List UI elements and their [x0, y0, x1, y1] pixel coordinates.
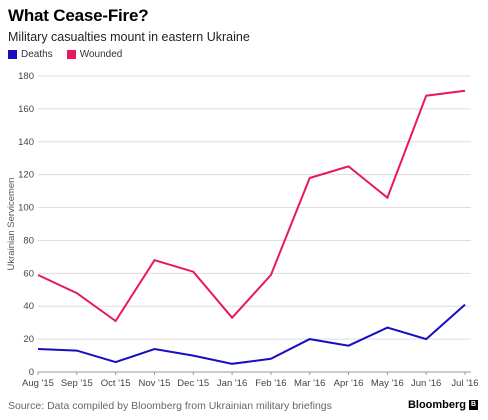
- y-tick-label: 20: [23, 334, 34, 345]
- y-tick-label: 180: [18, 71, 34, 82]
- logo-text: Bloomberg: [407, 399, 466, 411]
- y-tick-label: 160: [18, 104, 34, 115]
- x-tick-label: Feb '16: [255, 378, 286, 389]
- legend-label-deaths: Deaths: [21, 49, 53, 60]
- bloomberg-logo: Bloomberg B: [408, 399, 478, 411]
- legend-item-deaths: Deaths: [8, 49, 53, 60]
- y-axis-ticks: 0 20 40 60 80 100 120 140 160 180: [18, 71, 34, 378]
- gridlines: [38, 75, 471, 373]
- x-tick-label: Apr '16: [334, 378, 364, 389]
- y-tick-label: 80: [23, 235, 34, 246]
- x-tick-label: May '16: [371, 378, 404, 389]
- line-chart: 0 20 40 60 80 100 120 140 160 180 Aug '15 Sep '15 O…: [6, 71, 479, 389]
- legend-swatch-wounded: [66, 50, 76, 59]
- y-axis-label: Ukrainian Servicemen: [6, 178, 17, 271]
- y-tick-label: 140: [18, 137, 34, 148]
- x-tick-label: Mar '16: [294, 378, 325, 389]
- x-tick-label: Jun '16: [411, 378, 441, 389]
- x-tick-label: Aug '15: [22, 378, 54, 389]
- logo-mark: B: [469, 400, 478, 410]
- legend-swatch-deaths: [8, 50, 17, 59]
- series-line-wounded: [37, 89, 466, 323]
- y-tick-label: 100: [18, 203, 34, 214]
- x-tick-label: Jul '16: [451, 378, 478, 389]
- legend: Deaths Wounded: [8, 49, 122, 60]
- x-axis-ticks: Aug '15 Sep '15 Oct '15 Nov '15 Dec '15 Jan '…: [22, 372, 479, 389]
- series-lines: [37, 89, 466, 365]
- legend-item-wounded: Wounded: [66, 49, 123, 60]
- y-tick-label: 40: [23, 301, 34, 312]
- y-tick-label: 0: [29, 367, 34, 378]
- series-line-deaths: [37, 303, 466, 365]
- source-note: Source: Data compiled by Bloomberg from …: [8, 400, 332, 412]
- chart-subtitle: Military casualties mount in eastern Ukr…: [8, 30, 250, 44]
- x-tick-label: Nov '15: [138, 378, 170, 389]
- legend-label-wounded: Wounded: [79, 49, 123, 60]
- y-tick-label: 60: [23, 268, 34, 279]
- x-tick-label: Sep '15: [61, 378, 93, 389]
- x-tick-label: Oct '15: [101, 378, 131, 389]
- y-tick-label: 120: [18, 170, 34, 181]
- chart-title: What Cease-Fire?: [8, 6, 149, 25]
- x-tick-label: Jan '16: [217, 378, 247, 389]
- x-tick-label: Dec '15: [177, 378, 209, 389]
